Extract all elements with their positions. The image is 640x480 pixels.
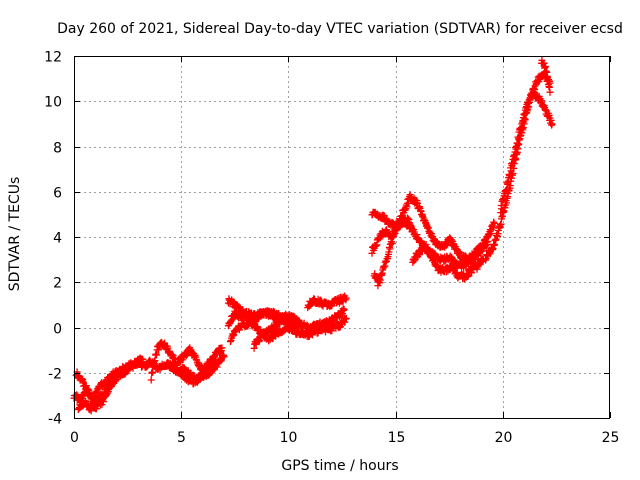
data-series-arc-14 [409, 241, 487, 283]
chart-title: Day 260 of 2021, Sidereal Day-to-day VTE… [57, 21, 623, 37]
data-series-arc-10 [304, 292, 350, 312]
y-tick-label: -4 [48, 412, 62, 428]
data-point [295, 317, 303, 325]
x-tick-label: 20 [495, 430, 513, 446]
y-tick-label: -2 [48, 367, 62, 383]
data-series-arc-13 [370, 214, 417, 290]
data-point [548, 120, 556, 128]
y-tick-label: 12 [44, 50, 62, 66]
data-series-arc-17 [537, 56, 554, 96]
x-tick-label: 5 [177, 430, 186, 446]
data-point [515, 135, 522, 143]
x-tick-label: 25 [602, 430, 620, 446]
data-point [342, 294, 350, 302]
y-tick-label: 8 [53, 141, 62, 157]
data-point [497, 209, 505, 217]
data-series-arc-16 [497, 88, 556, 217]
data-series-arc-12 [368, 191, 498, 266]
data-points [70, 56, 556, 415]
data-point [498, 205, 506, 213]
data-point [220, 353, 228, 361]
axis-ticks: 0 5 10 15 20 25 -4 -2 0 2 4 6 8 10 12 [44, 50, 619, 447]
data-point [409, 226, 417, 234]
x-tick-label: 10 [280, 430, 298, 446]
data-point [507, 167, 515, 175]
data-point [514, 140, 521, 147]
data-point [342, 314, 350, 322]
data-point [546, 88, 554, 96]
data-series-arc-9 [250, 310, 303, 352]
data-point [218, 344, 226, 352]
data-point [490, 219, 498, 227]
data-series-arc-5 [162, 351, 228, 388]
data-point [139, 355, 147, 363]
data-point [503, 186, 511, 194]
y-tick-label: 4 [53, 231, 62, 247]
x-tick-label: 15 [388, 430, 406, 446]
x-tick-label: 0 [70, 430, 79, 446]
grid-lines [74, 56, 610, 418]
data-point [149, 368, 157, 376]
y-tick-label: 0 [53, 322, 62, 338]
y-axis-label: SDTVAR / TECUs [7, 177, 23, 292]
data-point [506, 171, 514, 179]
x-axis-label: GPS time / hours [281, 458, 398, 474]
data-point [388, 239, 396, 247]
data-series-arc-4 [147, 338, 226, 384]
data-point [340, 305, 348, 313]
y-tick-label: 6 [53, 186, 62, 202]
y-tick-label: 2 [53, 276, 62, 292]
data-point [147, 376, 155, 384]
y-tick-label: 10 [44, 95, 62, 111]
data-series-arc-3 [74, 354, 147, 415]
data-point [473, 265, 481, 273]
